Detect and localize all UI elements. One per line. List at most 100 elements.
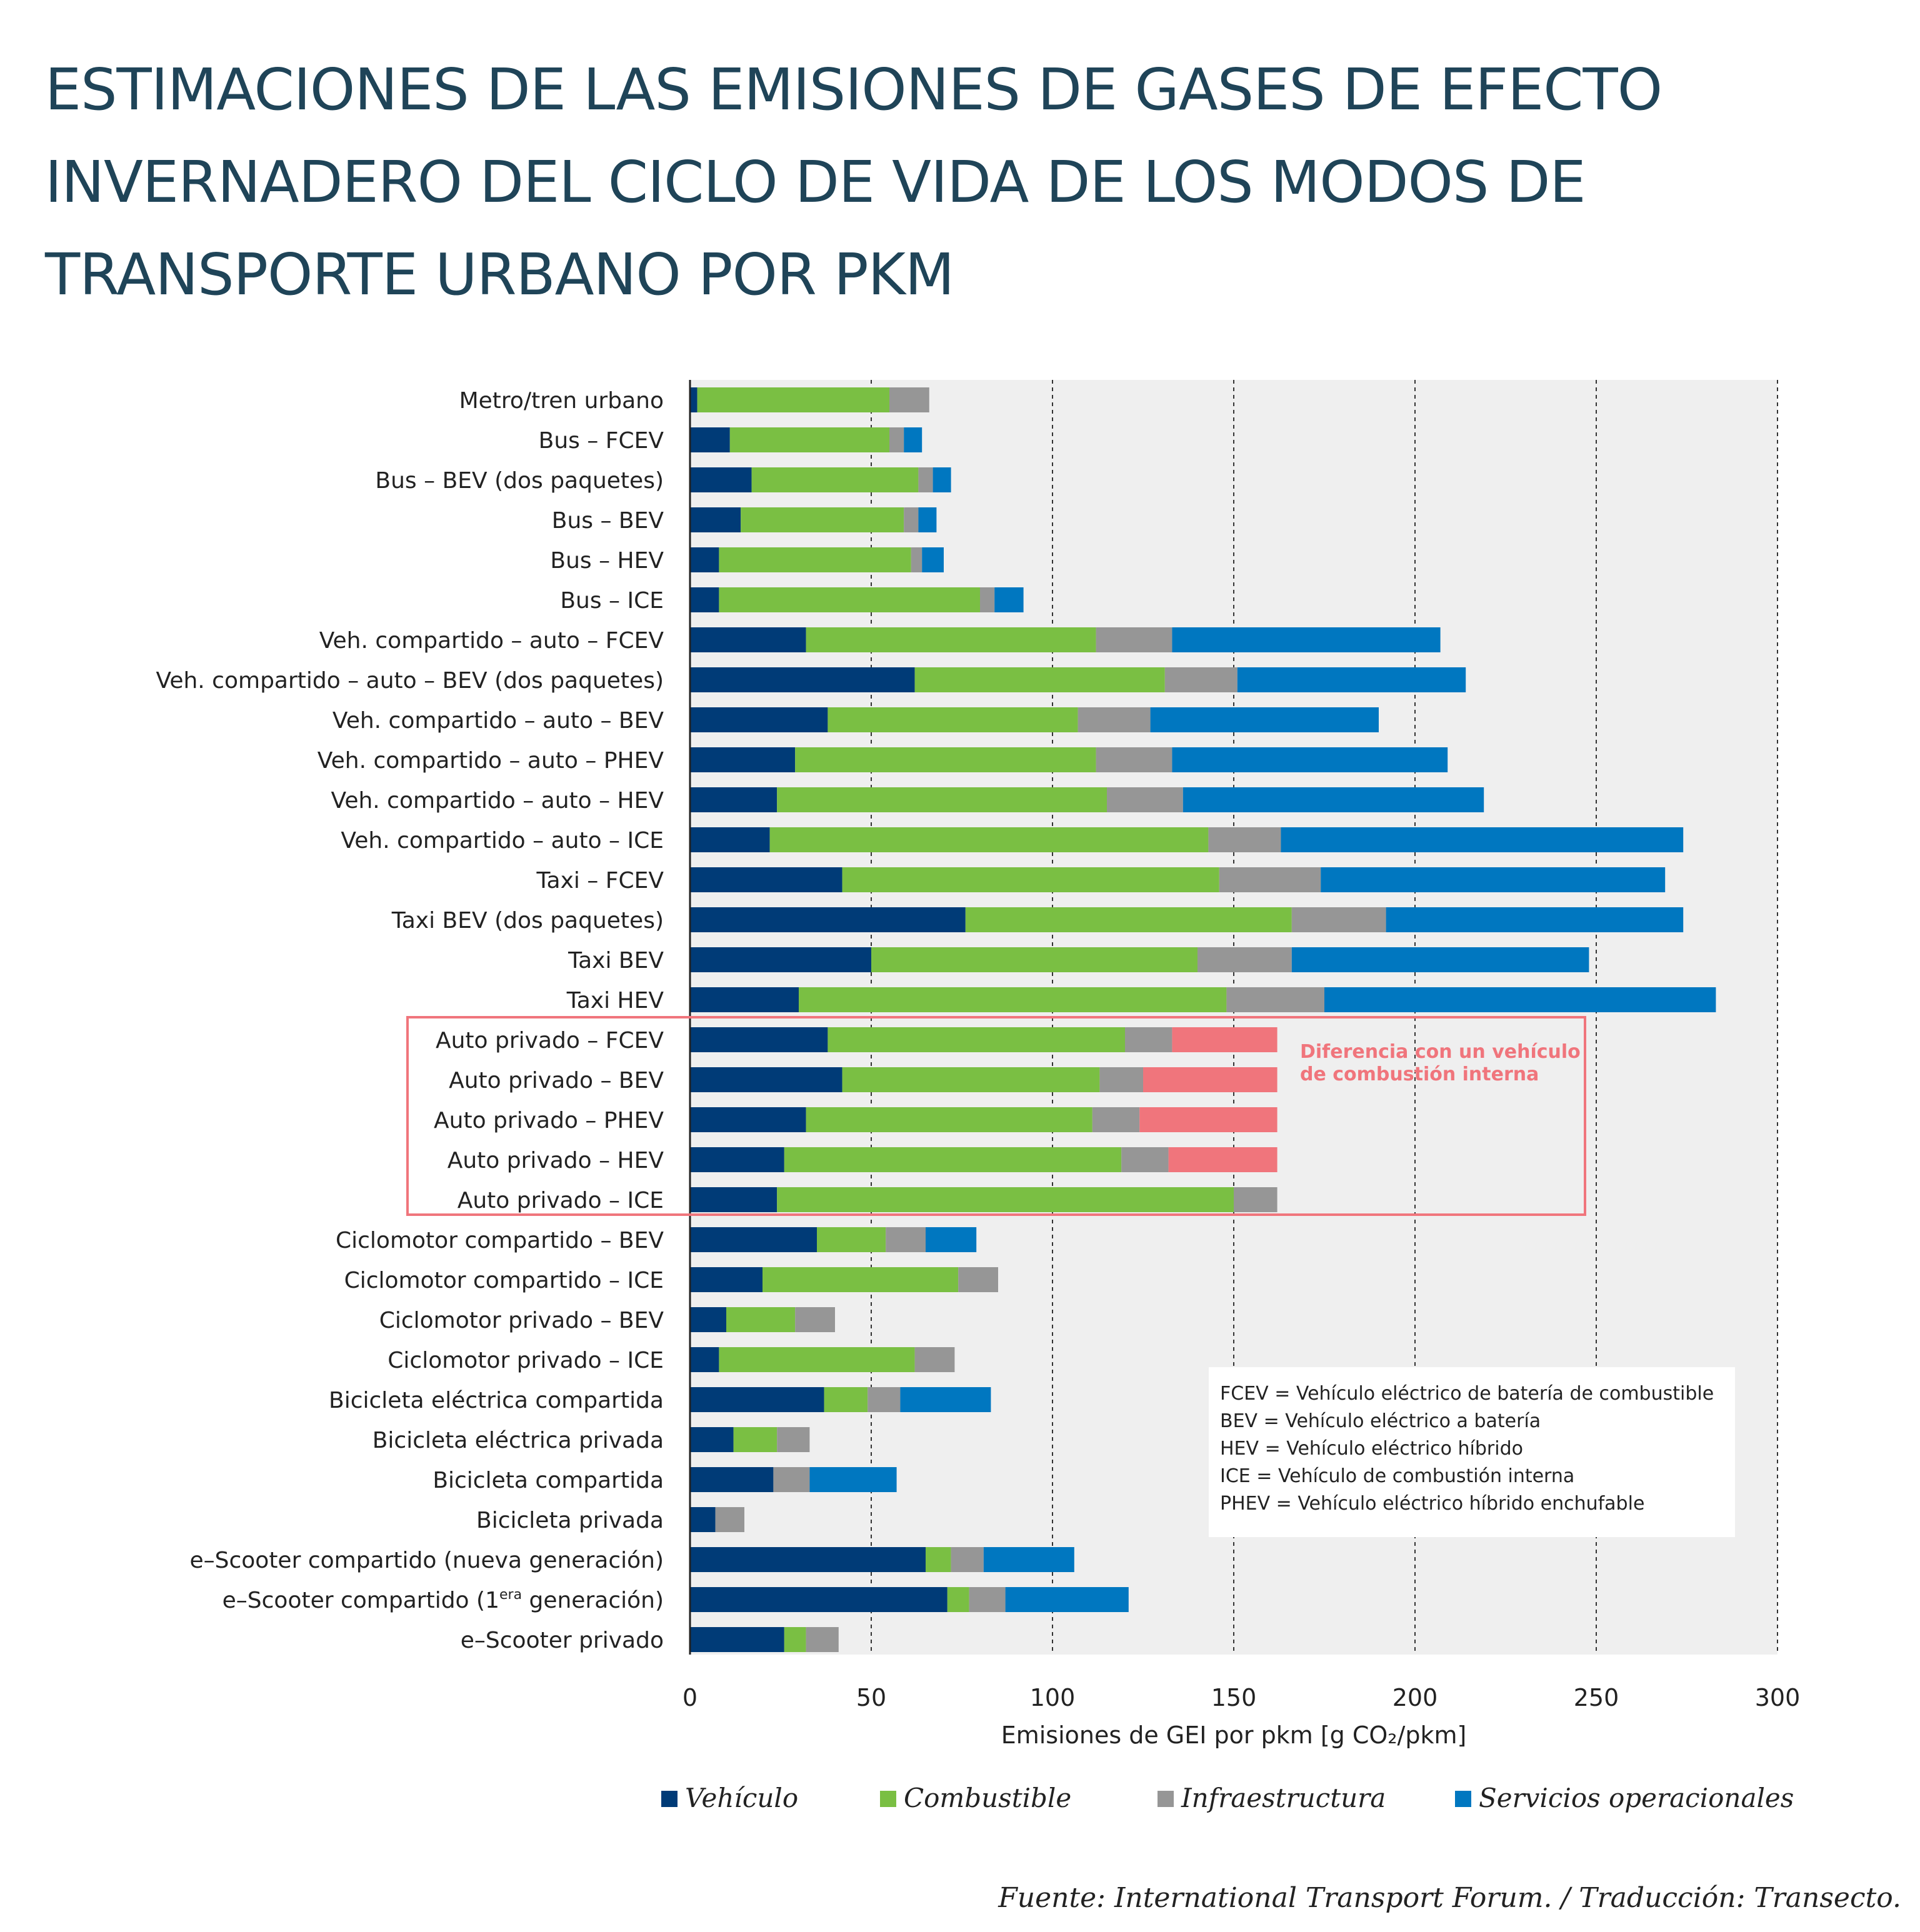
x-tick-label: 250 [1574,1684,1619,1711]
category-label: Ciclomotor privado – BEV [379,1308,664,1333]
x-tick-label: 50 [856,1684,886,1711]
annotation-line-2: de combustión interna [1300,1063,1539,1085]
bar-segment-infrastructure [951,1547,984,1572]
bar-segment-infrastructure [777,1427,810,1452]
bar-segment-operational [1321,867,1666,892]
bar-segment-fuel [817,1227,886,1252]
category-label: Taxi HEV [566,988,664,1013]
category-label: Taxi – FCEV [536,868,664,894]
legend-swatch-fuel [880,1791,896,1807]
bar-segment-difference [1168,1147,1278,1172]
bar-segment-vehicle [690,867,842,892]
bar-segment-infrastructure [1164,667,1238,692]
glossary-item: ICE = Vehículo de combustión interna [1220,1465,1574,1487]
x-tick-label: 100 [1030,1684,1076,1711]
category-label: Veh. compartido – auto – FCEV [319,628,664,654]
category-labels: Metro/tren urbano Bus – FCEV Bus – BEV (do… [156,388,664,1653]
category-label: Auto privado – ICE [458,1188,664,1213]
bar-segment-vehicle [690,1427,734,1452]
bar-segment-fuel [871,947,1198,972]
category-label: Veh. compartido – auto – PHEV [318,748,664,774]
bar-segment-operational [922,547,944,572]
annotation-line-1: Diferencia con un vehículo [1300,1041,1581,1063]
x-axis-label: Emisiones de GEI por pkm [g CO₂/pkm] [1001,1721,1467,1749]
bar-segment-vehicle [690,707,828,732]
bar-segment-operational [809,1467,897,1492]
category-label: Taxi BEV [568,948,664,973]
bar-segment-vehicle [690,1387,824,1412]
bar-segment-infrastructure [1121,1147,1169,1172]
bar-segment-fuel [842,867,1219,892]
bar-segment-fuel [806,1107,1092,1132]
bar-segment-fuel [828,707,1078,732]
bar-segment-infrastructure [868,1387,901,1412]
legend-label-vehicle: Vehículo [685,1783,798,1813]
bar-segment-infrastructure [914,1347,955,1372]
bar-segment-infrastructure [886,1227,926,1252]
bar-segment-infrastructure [1107,787,1183,812]
bar-segment-fuel [926,1547,951,1572]
bar-segment-fuel [824,1387,868,1412]
bar-segment-infrastructure [1096,627,1172,652]
bar-segment-operational [1386,907,1684,932]
bar-segment-fuel [733,1427,778,1452]
category-label: e–Scooter compartido (1era generación) [222,1587,664,1613]
bar-segment-fuel [719,587,980,612]
bar-segment-infrastructure [1125,1027,1172,1052]
highlight-box [406,1016,1586,1216]
bar-segment-vehicle [690,1107,806,1132]
bar-segment-fuel [914,667,1165,692]
bar-segment-infrastructure [773,1467,810,1492]
glossary-item: PHEV = Vehículo eléctrico híbrido enchuf… [1220,1493,1644,1515]
legend-label-infrastructure: Infraestructura [1181,1783,1386,1813]
bar-segment-fuel [842,1067,1100,1092]
bar-segment-vehicle [690,1507,716,1532]
bar-segment-fuel [806,627,1096,652]
x-tick-label: 150 [1211,1684,1257,1711]
category-label: Bus – BEV (dos paquetes) [375,468,664,494]
bar-segment-infrastructure [1099,1067,1143,1092]
bar-segment-infrastructure [889,387,929,412]
bar-segment-fuel [762,1267,959,1292]
bar-segment-operational [1237,667,1466,692]
bar-segment-operational [926,1227,977,1252]
bar-segment-operational [1005,1587,1129,1612]
bar-segment-operational [904,427,922,452]
bar-segment-vehicle [690,627,806,652]
category-label: Auto privado – BEV [449,1068,664,1093]
category-label: Bus – FCEV [539,428,664,454]
x-tick-label: 200 [1392,1684,1438,1711]
bar-segment-vehicle [690,747,796,772]
bar-segment-infrastructure [795,1307,835,1332]
difference-annotation: Diferencia con un vehículo de combustión… [1300,1041,1587,1085]
bar-segment-fuel [726,1307,796,1332]
category-label: Auto privado – FCEV [436,1028,664,1053]
bar-segment-vehicle [690,787,778,812]
bar-segment-operational [900,1387,991,1412]
bar-segment-infrastructure [980,587,995,612]
bar-segment-fuel [777,787,1107,812]
bar-segment-operational [1291,947,1589,972]
bar-segment-infrastructure [904,507,919,532]
bar-segment-vehicle [690,1587,948,1612]
bar-segment-vehicle [690,1547,926,1572]
bar-segment-fuel [799,987,1227,1012]
category-label: e–Scooter compartido (nueva generación) [189,1548,664,1573]
bar-segment-operational [1281,827,1684,852]
x-tick-label: 0 [682,1684,698,1711]
bar-segment-vehicle [690,467,752,492]
category-label: Bicicleta eléctrica compartida [329,1388,664,1413]
bar-segment-fuel [784,1147,1122,1172]
x-tick-labels: 0 50 100 150 200 250 300 [682,1684,1800,1711]
bar-segment-fuel [769,827,1209,852]
source-note: Fuente: International Transport Forum. /… [998,1882,1901,1914]
bar-segment-fuel [828,1027,1125,1052]
glossary-item: FCEV = Vehículo eléctrico de batería de … [1220,1383,1714,1405]
bar-segment-fuel [795,747,1096,772]
bar-segment-operational [1172,627,1441,652]
bar-segment-vehicle [690,587,719,612]
bar-segment-infrastructure [715,1507,744,1532]
legend-label-fuel: Combustible [904,1783,1071,1813]
bar-segment-fuel [947,1587,969,1612]
bar-segment-vehicle [690,1347,719,1372]
